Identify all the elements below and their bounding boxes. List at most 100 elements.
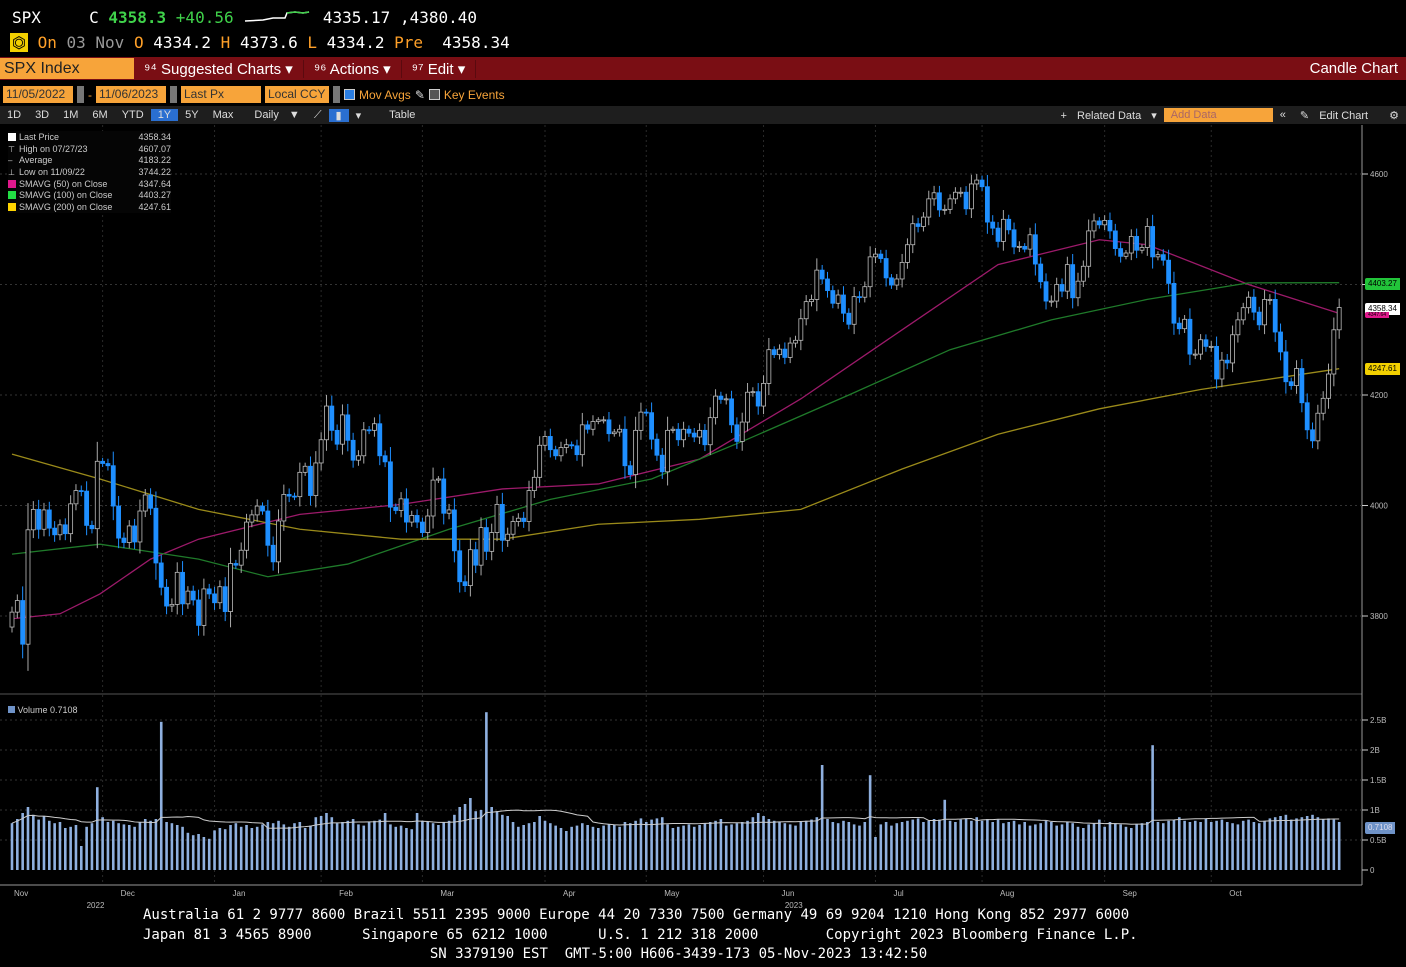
candle-body [329, 405, 335, 431]
period-1d[interactable]: 1D [7, 109, 22, 121]
period-3d[interactable]: 3D [35, 109, 50, 121]
candle-body [377, 423, 383, 457]
candle-body [1054, 284, 1060, 302]
pencil-icon[interactable]: ✎ [414, 87, 425, 102]
candle-body [782, 348, 788, 358]
candle-body [73, 490, 79, 505]
period-max[interactable]: Max [212, 109, 234, 121]
candle [851, 286, 857, 335]
candle [73, 484, 79, 511]
volume-bar [218, 828, 222, 870]
frequency-select[interactable]: Daily ▼ [240, 109, 306, 121]
volume-bar [367, 822, 371, 870]
volume-bar [95, 787, 99, 870]
candle-body [793, 339, 798, 344]
candle-body [622, 428, 628, 467]
candle [931, 185, 937, 206]
volume-bar [202, 837, 206, 870]
candle-body [499, 503, 505, 541]
volume-bar [191, 835, 195, 870]
candle [1022, 243, 1028, 253]
currency-select[interactable]: Local CCY [265, 86, 329, 103]
candle-body [190, 590, 196, 601]
volume-bar [32, 814, 35, 870]
candle [89, 520, 95, 534]
volume-bar [1337, 822, 1341, 870]
volume-bar [447, 820, 451, 870]
pre-label: Pre [394, 33, 424, 52]
candle [382, 450, 388, 468]
volume-bar [207, 838, 211, 870]
volume-bar [682, 825, 685, 870]
actions-menu[interactable]: ⁹⁶ Actions ▾ [304, 59, 402, 78]
candle-body [1256, 311, 1262, 326]
candle-body [1230, 334, 1235, 364]
end-date-input[interactable]: 11/06/2023 [96, 86, 166, 103]
month-label: Jun [782, 889, 795, 898]
related-data-menu[interactable]: + Related Data ▾ [1060, 109, 1157, 122]
volume-bar [1332, 819, 1336, 870]
month-label: Sep [1123, 889, 1138, 898]
security-input[interactable]: SPX Index [0, 58, 134, 79]
line-chart-icon[interactable]: ⟋ [313, 108, 322, 121]
suggested-charts-menu[interactable]: ⁹⁴ Suggested Charts ▾ [134, 59, 304, 78]
candle-body [324, 405, 329, 441]
candle-body [862, 286, 868, 298]
key-events-checkbox[interactable] [428, 89, 440, 100]
candle [1043, 273, 1049, 310]
candle [142, 488, 148, 518]
mov-avgs-checkbox[interactable] [344, 89, 355, 100]
start-date-picker[interactable] [77, 86, 84, 103]
end-date-picker[interactable] [170, 86, 177, 103]
candle-body [1187, 318, 1193, 355]
edit-menu[interactable]: ⁹⁷ Edit ▾ [402, 59, 477, 78]
volume-tick-label: 0 [1370, 866, 1375, 875]
volume-bar [234, 823, 238, 870]
candle-body [745, 391, 750, 423]
gear-icon[interactable]: ⚙ [1389, 109, 1399, 122]
price-tick-label: 3800 [1370, 612, 1388, 621]
candle [862, 281, 868, 303]
candle [467, 538, 473, 597]
candle-body [910, 223, 916, 246]
candle-body [1075, 280, 1081, 299]
candle [1059, 278, 1065, 298]
volume-bar [1252, 822, 1256, 870]
period-6m[interactable]: 6M [92, 109, 108, 121]
on-label: On [37, 33, 57, 52]
field-select[interactable]: Last Px [181, 86, 261, 103]
candle [446, 503, 452, 520]
candle [1166, 249, 1172, 294]
quote-flag: C [89, 8, 99, 27]
add-data-input[interactable]: Add Data [1163, 108, 1273, 122]
volume-bar [1124, 826, 1128, 870]
candle-body [984, 186, 990, 223]
start-date-input[interactable]: 11/05/2022 [3, 86, 73, 103]
candle-body [1246, 296, 1251, 309]
period-ytd[interactable]: YTD [121, 109, 144, 121]
volume-bar [730, 824, 733, 870]
collapse-icon[interactable]: « [1279, 109, 1286, 121]
candle [947, 194, 953, 214]
period-1m[interactable]: 1M [63, 109, 79, 121]
candle [1304, 393, 1310, 440]
volume-bar [453, 814, 456, 870]
candle [1294, 360, 1299, 394]
volume-bar [1087, 824, 1090, 870]
chart-type-dropdown[interactable]: ▾ [355, 109, 362, 122]
period-1y[interactable]: 1Y [150, 109, 179, 121]
volume-bar [127, 825, 131, 870]
candle-body [691, 432, 697, 438]
candle-body [398, 498, 404, 511]
candle-body [1043, 281, 1049, 302]
candle [718, 391, 724, 404]
candle-chart-icon[interactable]: ▮ [328, 108, 349, 122]
table-button[interactable]: Table [389, 109, 416, 121]
edit-chart-button[interactable]: ✎ Edit Chart [1293, 109, 1382, 122]
candle [329, 395, 335, 441]
candle-body [1006, 218, 1012, 231]
period-5y[interactable]: 5Y [185, 109, 199, 121]
candle-body [1080, 265, 1086, 282]
currency-dropdown[interactable] [333, 86, 340, 103]
